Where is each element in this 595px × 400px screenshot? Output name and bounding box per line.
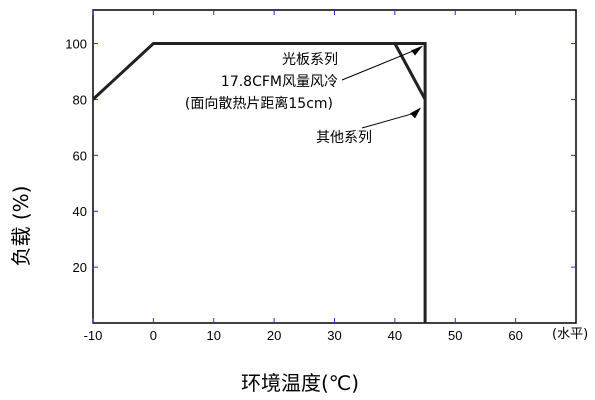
y-axis-title: 负载 (%): [9, 186, 33, 267]
y-tick-label: 80: [73, 92, 87, 107]
annotation-text: 其他系列: [316, 130, 372, 146]
x-tick-label: 50: [448, 328, 462, 343]
x-axis-title: 环境温度(℃): [241, 371, 359, 395]
x-tick-label: -10: [84, 328, 103, 343]
y-axis-ticks: 20 40 60 80 100: [65, 37, 576, 275]
x-axis-ticks: -10 0 10 20 30 40 50 60: [84, 10, 523, 343]
annotation-text: (面向散热片距离15cm): [185, 95, 333, 112]
annotation-text: 光板系列: [282, 52, 338, 68]
series-line-2: [393, 42, 427, 101]
series-layer: [91, 42, 427, 323]
y-tick-label: 60: [73, 148, 87, 163]
annotation-arrowhead: [410, 107, 422, 119]
x-tick-label: 60: [508, 328, 522, 343]
annotation-arrow-line: [341, 48, 420, 81]
x-unit-label: (水平): [552, 327, 588, 342]
series-line-1: [91, 42, 427, 323]
x-tick-label: 20: [267, 328, 281, 343]
y-tick-label: 20: [73, 260, 87, 275]
annotation-arrow-line: [361, 111, 418, 129]
x-tick-label: 0: [150, 328, 157, 343]
y-tick-label: 40: [73, 204, 87, 219]
y-tick-label: 100: [65, 37, 87, 52]
x-tick-label: 40: [388, 328, 402, 343]
x-tick-label: 30: [327, 328, 341, 343]
annotation-layer: 光板系列 17.8CFM风量风冷 (面向散热片距离15cm) 其他系列: [185, 45, 424, 146]
annotation-arrowhead: [411, 45, 424, 56]
x-tick-label: 10: [207, 328, 221, 343]
annotation-text: 17.8CFM风量风冷: [221, 74, 338, 90]
